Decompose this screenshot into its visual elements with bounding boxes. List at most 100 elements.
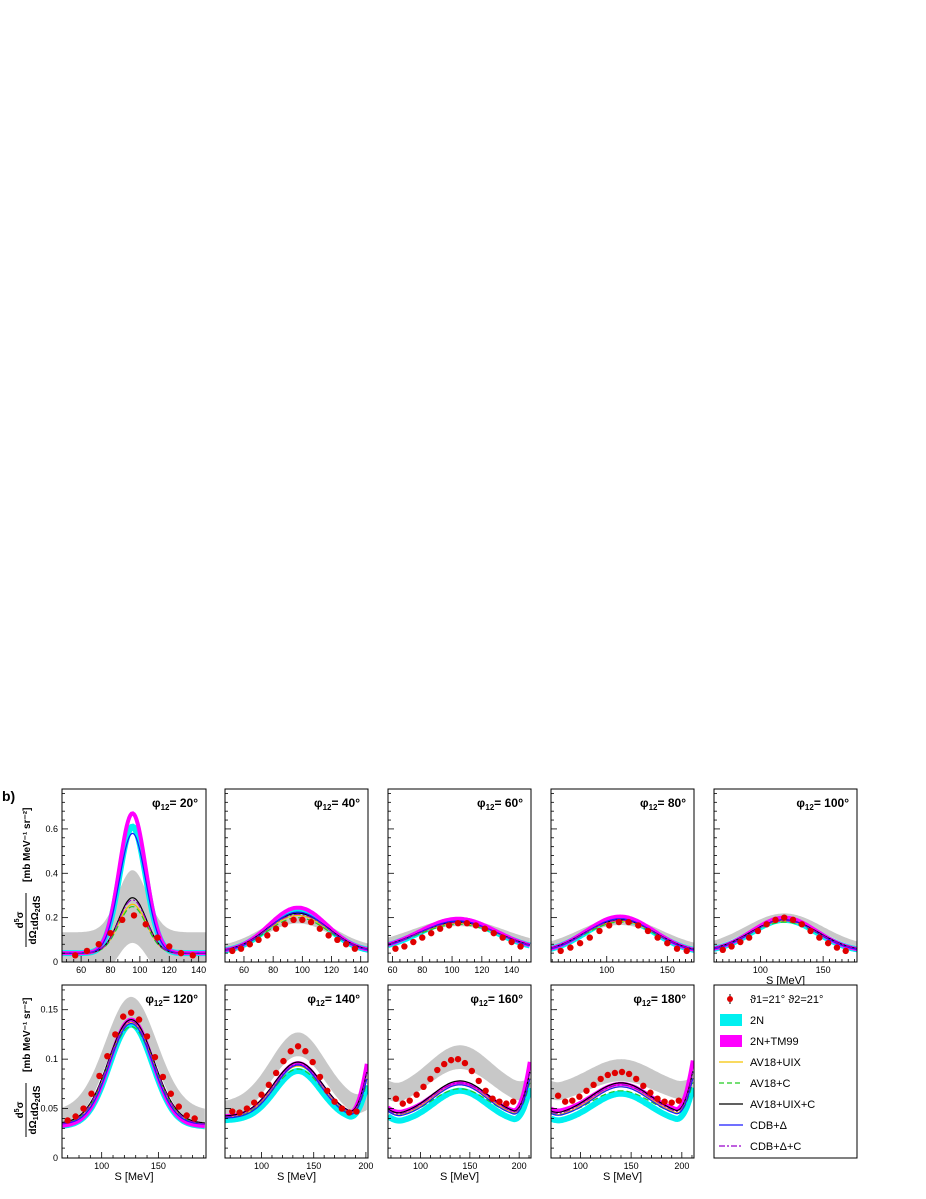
x-tick-label: 200	[358, 1161, 373, 1171]
data-point	[309, 1058, 316, 1066]
data-point	[496, 1098, 503, 1105]
panel-label: b)	[2, 788, 16, 804]
data-point	[130, 912, 138, 919]
x-axis-label: S [MeV]	[603, 1171, 642, 1183]
data-point	[816, 934, 823, 941]
data-point	[72, 1113, 79, 1120]
plot-area	[388, 1045, 531, 1124]
data-point	[596, 927, 603, 935]
x-tick-label: 140	[191, 965, 206, 975]
data-point	[737, 938, 744, 946]
x-tick-label: 100	[295, 965, 310, 975]
data-point	[294, 1043, 302, 1050]
panel-annotation: φ12= 60°	[477, 796, 523, 812]
plot-area	[225, 1032, 368, 1124]
data-point	[107, 929, 114, 937]
data-point	[95, 941, 102, 948]
y-label-denominator: dΩ1dΩ2dS	[28, 1085, 43, 1134]
data-point	[454, 1055, 462, 1063]
data-point	[615, 918, 623, 926]
data-point	[316, 1073, 324, 1081]
data-point	[325, 932, 332, 939]
data-point	[508, 938, 515, 946]
line-CDB-Delta	[62, 1023, 205, 1125]
legend-item-CDB-: CDB+Δ	[719, 1120, 788, 1132]
data-point	[353, 1108, 360, 1115]
data-point	[436, 925, 444, 932]
data-point	[112, 1031, 119, 1038]
data-point	[342, 941, 350, 948]
data-point	[482, 1087, 489, 1094]
data-point	[597, 1075, 604, 1083]
band-2N-TM99	[551, 1060, 694, 1113]
data-point	[229, 947, 236, 955]
y-tick-label: 0.6	[45, 824, 58, 834]
line-AV18-UIX-C	[388, 1071, 531, 1114]
legend-label: CDB+Δ+C	[750, 1141, 801, 1153]
chart-panel-4: 100 150 φ12= 80°	[550, 788, 695, 975]
data-point	[392, 945, 399, 952]
y-label-units: [mb MeV⁻¹ sr⁻²]	[22, 808, 33, 882]
chart-panel-7: 100 150 200 φ12= 140° S [MeV]	[224, 984, 373, 1183]
data-point	[561, 1098, 569, 1105]
x-tick-label: 150	[306, 1161, 321, 1171]
x-tick-label: 100	[254, 1161, 269, 1171]
data-point	[290, 916, 297, 924]
data-point	[251, 1099, 258, 1106]
data-point	[632, 1075, 640, 1083]
x-tick-label: 60	[239, 965, 249, 975]
line-AV18-UIX-C	[551, 919, 694, 950]
data-point	[88, 1090, 95, 1097]
data-point	[569, 1097, 576, 1104]
legend-item-data: ϑ1=21° ϑ2=21°	[727, 994, 823, 1006]
data-point	[246, 941, 254, 948]
chart-panel-3: 60 80 100 120 140 φ12= 60°	[387, 788, 532, 975]
data-point	[80, 1105, 87, 1112]
x-tick-label: 80	[105, 965, 115, 975]
panel-frame	[61, 984, 207, 1159]
x-tick-label: 100	[573, 1161, 588, 1171]
x-tick-label: 150	[660, 965, 675, 975]
data-point	[243, 1105, 251, 1112]
data-point	[499, 934, 506, 941]
data-point	[654, 934, 661, 941]
data-point	[427, 1075, 434, 1083]
panel-frame	[550, 788, 695, 963]
data-point	[754, 927, 762, 935]
legend: ϑ1=21° ϑ2=21° 2N 2N+TM99 AV18+UIX AV18+C AV18…	[713, 984, 858, 1159]
data-point	[611, 1069, 619, 1077]
data-point	[635, 922, 642, 929]
y-tick-label: 0	[53, 957, 58, 967]
legend-item-AV18-UIX-C: AV18+UIX+C	[719, 1099, 815, 1111]
data-point	[83, 947, 91, 955]
data-point	[316, 925, 324, 932]
panel-frame	[550, 984, 695, 1159]
line-CDB-Delta	[388, 1078, 531, 1117]
data-point	[324, 1087, 331, 1094]
data-point	[475, 1077, 482, 1085]
panel-annotation: φ12= 160°	[470, 992, 523, 1008]
chart-panel-8: 100 150 200 φ12= 160° S [MeV]	[387, 984, 532, 1183]
chart-panel-2: 60 80 100 120 140 φ12= 40°	[224, 788, 369, 975]
chart-panel-9: 100 150 200 φ12= 180° S [MeV]	[550, 984, 695, 1183]
line-CDB-Delta	[551, 918, 694, 951]
line-CDB-Delta-C	[388, 1072, 531, 1115]
data-point	[833, 944, 841, 951]
data-point	[299, 916, 306, 924]
data-point	[346, 1109, 353, 1116]
x-tick-label: 100	[445, 965, 460, 975]
data-point	[789, 916, 797, 924]
data-point	[151, 1053, 159, 1061]
legend-label: 2N+TM99	[750, 1036, 799, 1048]
data-point	[719, 946, 726, 954]
plot-area	[62, 996, 206, 1130]
data-point	[265, 1081, 273, 1089]
plot-area	[551, 914, 694, 955]
line-CDB-Delta-C	[62, 899, 206, 954]
x-tick-label: 100	[132, 965, 147, 975]
data-point	[618, 1068, 626, 1076]
data-point	[307, 918, 315, 926]
legend-swatch	[720, 1035, 742, 1047]
x-tick-label: 150	[462, 1161, 477, 1171]
